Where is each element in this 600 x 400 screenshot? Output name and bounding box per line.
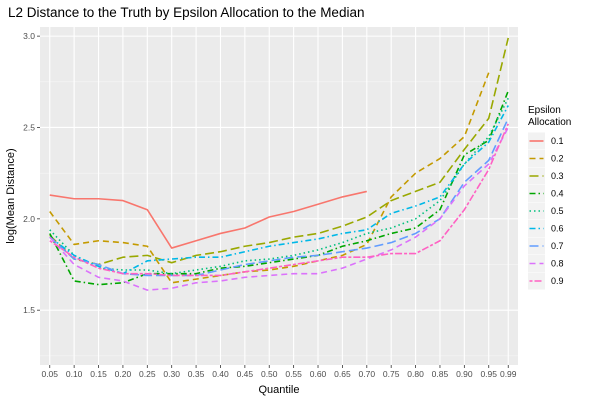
legend-label: 0.7	[551, 241, 564, 251]
legend-item: 0.5	[528, 202, 564, 220]
legend-item: 0.7	[528, 237, 564, 255]
legend-item: 0.9	[528, 272, 564, 290]
series-line-0-4	[49, 90, 509, 286]
legend-key-background	[528, 185, 545, 202]
legend-label: 0.9	[551, 276, 564, 286]
x-tick-label: 0.30	[163, 369, 180, 379]
legend-label: 0.5	[551, 206, 564, 216]
series-line-0-2	[49, 72, 490, 284]
x-tick-label: 0.50	[261, 369, 278, 379]
legend-label: 0.6	[551, 224, 564, 234]
y-axis-title: log(Mean Distance)	[5, 148, 17, 243]
legend-item: 0.4	[528, 185, 564, 202]
y-axis: 1.5 2.0 2.5 3.0	[23, 31, 40, 315]
legend-title: Epsilon Allocation	[528, 105, 571, 128]
series-line-0-9	[49, 123, 509, 277]
x-tick-label: 0.80	[407, 369, 424, 379]
legend-key-background	[528, 150, 545, 167]
x-tick-label: 0.55	[285, 369, 302, 379]
x-tick-label: 0.85	[432, 369, 449, 379]
y-tick-label: 2.0	[23, 214, 35, 224]
series-line-0-8	[49, 127, 509, 291]
legend-key-background	[528, 202, 545, 220]
x-tick-label: 0.99	[500, 369, 517, 379]
legend-item: 0.3	[528, 167, 564, 185]
x-tick-label: 0.10	[66, 369, 83, 379]
x-tick-label: 0.70	[359, 369, 376, 379]
legend-item: 0.1	[528, 132, 564, 150]
series-line-0-6	[49, 105, 509, 275]
series-line-0-1	[49, 190, 367, 249]
x-tick-label: 0.60	[310, 369, 327, 379]
x-tick-label: 0.40	[212, 369, 229, 379]
minor-gridlines	[40, 81, 518, 357]
legend-label: 0.1	[551, 136, 564, 146]
x-axis-title: Quantile	[259, 384, 300, 396]
chart-title: L2 Distance to the Truth by Epsilon Allo…	[8, 5, 364, 20]
x-tick-label: 0.90	[456, 369, 473, 379]
x-tick-label: 0.35	[188, 369, 205, 379]
x-axis: 0.05 0.10 0.15 0.20 0.25 0.30 0.35 0.40 0.45 0.50…	[41, 365, 517, 379]
series-lines	[49, 37, 510, 291]
x-tick-label: 0.20	[115, 369, 132, 379]
y-tick-label: 2.5	[23, 122, 35, 132]
series-line-0-5	[49, 97, 509, 275]
legend-item: 0.2	[528, 150, 564, 167]
y-tick-label: 1.5	[23, 305, 35, 315]
legend-item: 0.8	[528, 255, 564, 272]
y-tick-label: 3.0	[23, 31, 35, 41]
series-line-0-7	[49, 118, 509, 277]
x-tick-label: 0.05	[41, 369, 58, 379]
legend-label: 0.8	[551, 259, 564, 269]
legend: Epsilon Allocation 0.1 0.2 0.3 0.4 0.5 0.6 0.7…	[528, 105, 571, 290]
legend-label: 0.4	[551, 189, 564, 199]
legend-key-background	[528, 255, 545, 272]
x-tick-label: 0.25	[139, 369, 156, 379]
legend-key-background	[528, 220, 545, 237]
legend-item: 0.6	[528, 220, 564, 237]
x-tick-label: 0.65	[334, 369, 351, 379]
legend-label: 0.2	[551, 154, 564, 164]
x-tick-label: 0.45	[237, 369, 254, 379]
x-tick-label: 0.15	[90, 369, 107, 379]
x-tick-label: 0.75	[383, 369, 400, 379]
major-gridlines	[40, 27, 518, 365]
x-tick-label: 0.95	[480, 369, 497, 379]
legend-label: 0.3	[551, 171, 564, 181]
plot-panel	[40, 27, 518, 365]
